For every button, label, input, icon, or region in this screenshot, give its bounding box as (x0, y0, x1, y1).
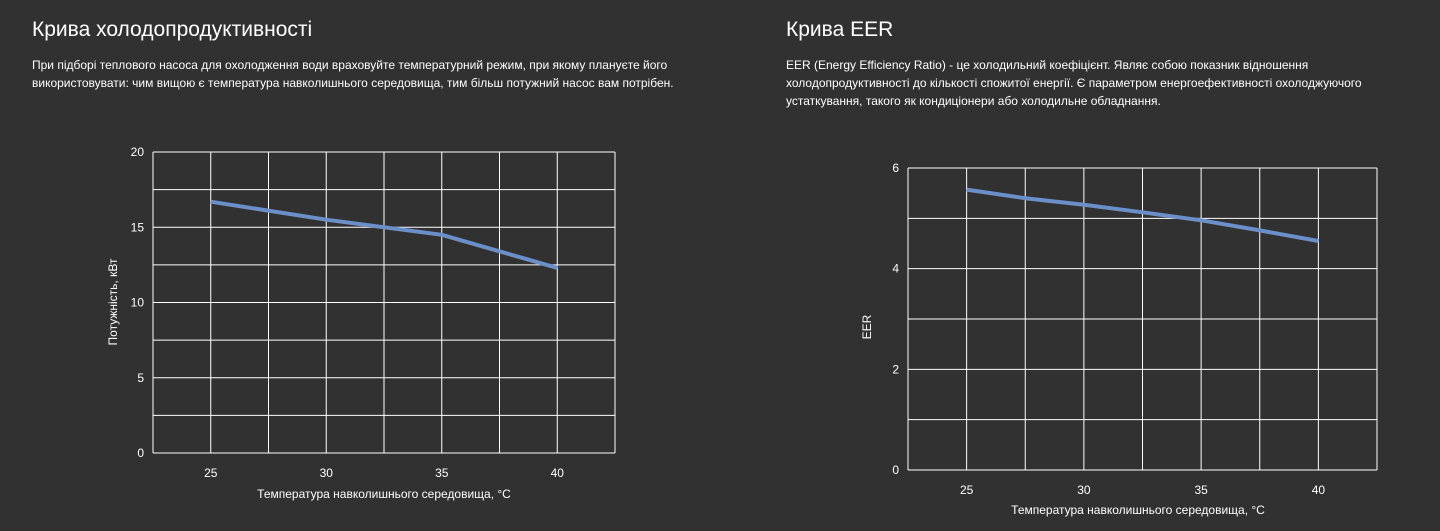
eer-description: EER (Energy Efficiency Ratio) - це холод… (786, 58, 1362, 108)
cooling-capacity-description: При підборі теплового насоса для охолодж… (32, 58, 674, 90)
x-axis-label: Температура навколишнього середовища, °С (1011, 503, 1265, 517)
x-tick-label: 30 (320, 466, 334, 480)
y-tick-label: 4 (892, 262, 899, 276)
eer-panel: Крива EER EER (Energy Efficiency Ratio) … (786, 0, 1406, 110)
cooling-capacity-title: Крива холодопродуктивності (32, 18, 313, 41)
x-tick-label: 30 (1077, 483, 1091, 497)
eer-title: Крива EER (786, 18, 894, 41)
x-tick-label: 40 (551, 466, 565, 480)
y-tick-label: 15 (131, 220, 145, 234)
y-axis-label: EER (860, 314, 874, 339)
y-tick-label: 0 (892, 463, 899, 477)
x-tick-label: 25 (960, 483, 974, 497)
y-tick-label: 20 (131, 145, 145, 159)
cooling-capacity-panel: Крива холодопродуктивності При підборі т… (32, 0, 722, 92)
y-tick-label: 10 (131, 296, 145, 310)
series-line (210, 199, 558, 270)
x-tick-label: 40 (1312, 483, 1326, 497)
y-tick-label: 5 (137, 371, 144, 385)
x-axis-label: Температура навколишнього середовища, °С (257, 487, 511, 501)
cooling-capacity-chart: 25 30 35 40 0 5 10 15 20 Температура навколишньо… (106, 145, 616, 501)
x-tick-label: 35 (1194, 483, 1208, 497)
y-axis-label: Потужність, кВт (106, 258, 120, 345)
y-tick-label: 2 (892, 362, 899, 376)
series-line (966, 187, 1319, 243)
y-tick-label: 6 (892, 161, 899, 175)
y-tick-label: 0 (137, 446, 144, 460)
x-tick-label: 35 (435, 466, 449, 480)
x-tick-label: 25 (204, 466, 218, 480)
